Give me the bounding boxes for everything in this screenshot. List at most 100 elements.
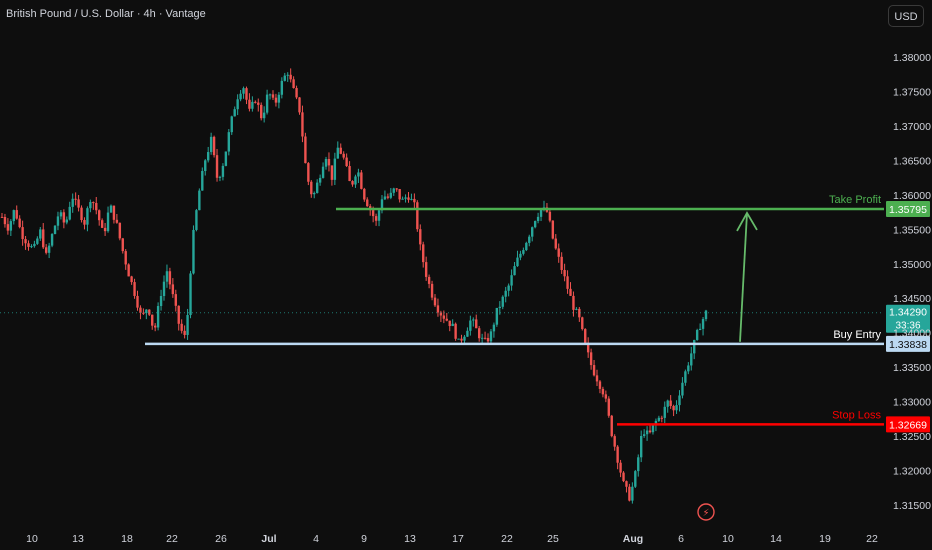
candle-body: [554, 238, 557, 249]
candle-body: [251, 101, 254, 109]
x-tick-label: 22: [866, 533, 878, 545]
candle-body: [124, 251, 127, 265]
target-arrow-shaft: [739, 212, 748, 342]
candle-body: [666, 400, 669, 407]
candle-body: [201, 171, 204, 191]
candle-body: [3, 216, 7, 225]
candle-body: [407, 197, 410, 200]
candle-body: [589, 352, 593, 366]
y-tick-label: 1.35500: [893, 224, 931, 236]
stop-loss-label: Stop Loss: [832, 409, 881, 421]
candle-body: [625, 481, 628, 487]
candle-body: [212, 136, 216, 156]
levels-group: Take Profit 1.35795 Buy Entry 1.33838 Stop L…: [0, 194, 930, 433]
candle-body: [239, 93, 242, 100]
candle-body: [628, 486, 631, 501]
candle-body: [445, 318, 448, 321]
candle-body: [86, 208, 89, 225]
candle-body: [342, 153, 345, 158]
candle-body: [65, 219, 69, 223]
candle-body: [286, 74, 289, 76]
target-arrow-head: [736, 211, 758, 232]
buy-entry-price-value: 1.33838: [889, 339, 927, 351]
candle-body: [24, 239, 27, 244]
candle-body: [610, 415, 613, 437]
candle-body: [74, 198, 77, 200]
candle-body: [156, 306, 160, 328]
candle-body: [451, 323, 454, 327]
candle-body: [448, 320, 451, 327]
candle-body: [18, 218, 21, 228]
candle-body: [701, 319, 705, 329]
candle-body: [280, 80, 284, 95]
candle-body: [374, 216, 378, 221]
candle-body: [330, 165, 334, 180]
candle-body: [301, 112, 304, 137]
candle-body: [398, 189, 401, 200]
candle-body: [195, 210, 198, 230]
x-tick-label: 10: [722, 533, 734, 545]
candle-body: [298, 97, 301, 113]
candle-body: [687, 365, 690, 372]
candle-body: [227, 132, 231, 152]
candle-body: [30, 246, 33, 248]
candle-body: [678, 395, 681, 406]
candle-body: [595, 375, 599, 382]
candle-body: [9, 221, 13, 231]
candle-body: [83, 220, 86, 225]
candle-body: [560, 256, 563, 270]
candle-body: [180, 323, 183, 331]
candle-body: [47, 245, 51, 253]
current-price-value: 1.34290: [889, 307, 927, 319]
x-tick-label: 4: [313, 533, 319, 545]
candle-body: [77, 199, 80, 208]
candle-body: [528, 236, 531, 243]
candle-body: [307, 163, 310, 182]
lightning-marker[interactable]: [697, 503, 715, 521]
candle-body: [660, 417, 664, 419]
candle-body: [439, 312, 443, 316]
x-tick-label: 25: [547, 533, 559, 545]
candle-body: [613, 436, 616, 447]
candle-body: [186, 315, 189, 335]
candle-body: [489, 331, 493, 342]
candle-body: [215, 155, 219, 178]
candle-body: [315, 182, 319, 193]
candle-body: [634, 471, 637, 487]
x-tick-label: 13: [72, 533, 84, 545]
candle-body: [336, 147, 339, 159]
axes-group: 1.38000 1.37500 1.37000 1.36500 1.36000 1.355…: [26, 52, 931, 545]
candle-body: [283, 75, 286, 81]
candle-body: [100, 220, 104, 228]
candle-body: [327, 159, 331, 166]
candle-body: [698, 328, 702, 331]
candle-body: [142, 312, 145, 314]
candle-body: [463, 336, 466, 341]
candle-body: [339, 147, 342, 154]
candle-body: [351, 181, 354, 185]
candle-body: [130, 276, 133, 283]
candle-body: [136, 295, 139, 308]
candle-body: [103, 227, 107, 232]
candle-body: [419, 229, 422, 245]
candle-body: [533, 220, 537, 228]
y-tick-label: 1.36500: [893, 155, 931, 167]
candle-body: [548, 211, 552, 221]
currency-button[interactable]: USD: [888, 5, 924, 27]
candle-body: [15, 210, 18, 219]
x-tick-label: 9: [361, 533, 367, 545]
candle-body: [274, 97, 278, 103]
candle-body: [657, 417, 661, 421]
candle-body: [292, 79, 295, 89]
candle-body: [6, 224, 10, 231]
candle-body: [230, 116, 233, 133]
candle-body: [165, 271, 169, 282]
candle-body: [519, 253, 522, 258]
candle-body: [522, 250, 525, 254]
candle-body: [12, 210, 15, 222]
candle-body: [357, 172, 360, 177]
candle-body: [504, 290, 507, 297]
candle-body: [598, 381, 602, 389]
y-tick-label: 1.33500: [893, 362, 931, 374]
